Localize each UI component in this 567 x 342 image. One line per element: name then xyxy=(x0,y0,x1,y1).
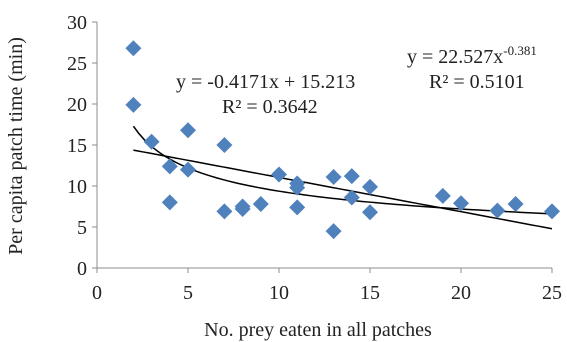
y-tick-label: 15 xyxy=(67,135,87,157)
data-point xyxy=(180,122,196,139)
data-point xyxy=(544,203,560,220)
x-axis: 0 5 10 15 20 25 xyxy=(92,267,562,304)
y-tick-label: 30 xyxy=(67,12,87,34)
data-point xyxy=(216,203,233,220)
y-tick-label: 0 xyxy=(77,258,87,280)
data-point xyxy=(252,196,269,213)
y-tick-label: 10 xyxy=(67,176,87,198)
data-point xyxy=(216,137,233,153)
y-axis-label: Per capita patch time (min) xyxy=(5,37,27,255)
x-axis-label: No. prey eaten in all patches xyxy=(204,319,432,341)
data-point xyxy=(180,161,196,178)
data-point xyxy=(161,194,178,211)
y-tick-label: 5 xyxy=(77,217,87,239)
power-equation-base: y = 22.527x xyxy=(407,46,503,68)
data-point xyxy=(434,187,451,204)
x-tick-label: 20 xyxy=(451,282,471,304)
data-point xyxy=(362,204,378,221)
data-point xyxy=(125,40,142,57)
data-point xyxy=(325,168,342,185)
data-point xyxy=(507,196,524,213)
x-tick-group: 0 5 10 15 20 25 xyxy=(92,268,562,304)
linear-r2-label: R² = 0.3642 xyxy=(222,96,318,118)
linear-trendline xyxy=(133,149,553,230)
power-r2-label: R² = 0.5101 xyxy=(429,71,525,93)
x-tick-label: 0 xyxy=(92,282,102,304)
power-equation-exponent: -0.381 xyxy=(503,43,537,58)
data-point xyxy=(125,96,142,113)
data-point xyxy=(343,168,360,185)
trendline-group xyxy=(132,125,553,230)
data-point xyxy=(325,223,342,240)
x-tick-label: 25 xyxy=(542,282,562,304)
y-tick-label: 20 xyxy=(67,94,87,116)
data-point xyxy=(489,202,506,219)
data-point xyxy=(289,179,306,196)
data-point xyxy=(161,158,178,175)
data-point xyxy=(289,199,306,216)
x-tick-label: 10 xyxy=(269,282,289,304)
y-tick-group: 0 5 10 15 20 25 30 xyxy=(67,12,97,280)
power-trendline xyxy=(132,125,553,215)
data-point xyxy=(234,200,251,217)
data-point xyxy=(453,195,469,212)
x-tick-label: 15 xyxy=(360,282,380,304)
x-tick-label: 5 xyxy=(183,282,193,304)
data-point xyxy=(271,166,287,183)
data-point xyxy=(143,133,160,150)
data-point xyxy=(343,189,360,206)
power-equation-label: y = 22.527x-0.381 xyxy=(407,43,537,68)
data-point-group xyxy=(125,40,560,240)
linear-equation-label: y = -0.4171x + 15.213 xyxy=(176,71,355,93)
data-point xyxy=(362,178,378,195)
y-axis: 0 5 10 15 20 25 30 xyxy=(67,12,98,280)
y-tick-label: 25 xyxy=(67,53,87,75)
